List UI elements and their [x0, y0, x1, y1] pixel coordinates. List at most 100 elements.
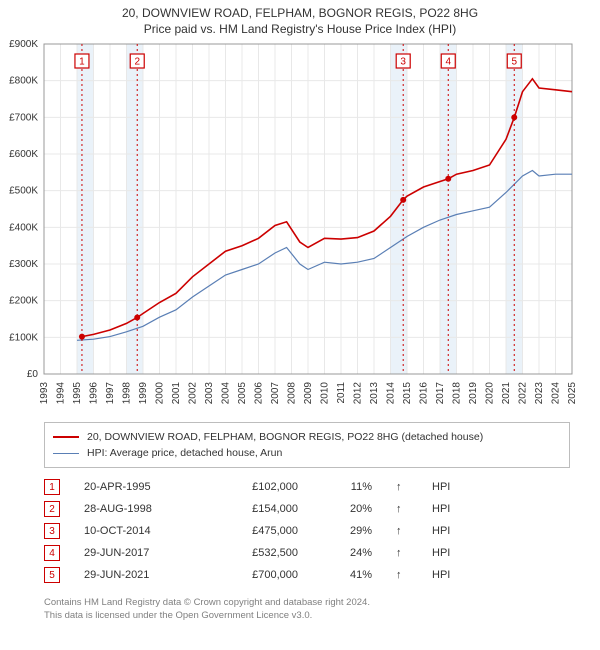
sale-marker-number: 3	[400, 57, 406, 68]
y-tick-label: £700K	[9, 112, 38, 123]
x-tick-label: 2006	[254, 382, 265, 405]
sale-point	[134, 315, 140, 321]
x-tick-label: 1993	[39, 382, 50, 405]
sale-marker-number: 1	[79, 57, 85, 68]
chart-title-subtitle: Price paid vs. HM Land Registry's House …	[0, 22, 600, 36]
sale-row-marker: 5	[44, 567, 60, 583]
arrow-up-icon: ↑	[396, 569, 408, 581]
sale-pct: 41%	[322, 569, 372, 581]
sale-date: 20-APR-1995	[84, 481, 194, 493]
x-tick-label: 2014	[386, 382, 397, 405]
legend-label: 20, DOWNVIEW ROAD, FELPHAM, BOGNOR REGIS…	[87, 429, 483, 445]
chart-area: £0£100K£200K£300K£400K£500K£600K£700K£80…	[0, 36, 600, 416]
sale-pct: 29%	[322, 525, 372, 537]
x-tick-label: 1994	[56, 382, 67, 405]
x-tick-label: 1996	[89, 382, 100, 405]
table-row: 120-APR-1995£102,00011%↑HPI	[44, 476, 570, 498]
sale-date: 28-AUG-1998	[84, 503, 194, 515]
x-tick-label: 2022	[518, 382, 529, 405]
sale-pct: 24%	[322, 547, 372, 559]
x-tick-label: 2013	[369, 382, 380, 405]
price-chart-svg: £0£100K£200K£300K£400K£500K£600K£700K£80…	[0, 36, 600, 416]
sale-price: £475,000	[218, 525, 298, 537]
chart-title-address: 20, DOWNVIEW ROAD, FELPHAM, BOGNOR REGIS…	[0, 6, 600, 20]
footer-line-1: Contains HM Land Registry data © Crown c…	[44, 596, 570, 609]
x-tick-label: 2002	[188, 382, 199, 405]
legend-swatch	[53, 436, 79, 438]
x-tick-label: 2007	[270, 382, 281, 405]
sale-row-marker: 4	[44, 545, 60, 561]
x-tick-label: 2004	[221, 382, 232, 405]
sale-hpi-label: HPI	[432, 481, 450, 493]
table-row: 3 10-OCT-2014 £475,000 29% ↑ HPI	[44, 520, 570, 542]
table-row: 2 28-AUG-1998 £154,000 20% ↑ HPI	[44, 498, 570, 520]
footer-line-2: This data is licensed under the Open Gov…	[44, 609, 570, 622]
y-tick-label: £900K	[9, 39, 38, 50]
y-tick-label: £500K	[9, 186, 38, 197]
arrow-up-icon: ↑	[396, 503, 408, 515]
arrow-up-icon: ↑	[396, 481, 408, 493]
x-tick-label: 2010	[320, 382, 331, 405]
x-tick-label: 1995	[72, 382, 83, 405]
legend-item: 20, DOWNVIEW ROAD, FELPHAM, BOGNOR REGIS…	[53, 429, 561, 445]
sale-pct: 20%	[322, 503, 372, 515]
chart-titles: 20, DOWNVIEW ROAD, FELPHAM, BOGNOR REGIS…	[0, 0, 600, 36]
x-tick-label: 2017	[435, 382, 446, 405]
y-tick-label: £800K	[9, 76, 38, 87]
x-tick-label: 2023	[534, 382, 545, 405]
x-tick-label: 2005	[237, 382, 248, 405]
y-tick-label: £600K	[9, 149, 38, 160]
x-tick-label: 2000	[155, 382, 166, 405]
sale-point	[400, 197, 406, 203]
x-tick-label: 2025	[567, 382, 578, 405]
x-tick-label: 2019	[468, 382, 479, 405]
x-tick-label: 2011	[336, 382, 347, 404]
y-tick-label: £400K	[9, 222, 38, 233]
sales-table: 120-APR-1995£102,00011%↑HPI228-AUG-1998£…	[44, 476, 570, 586]
x-tick-label: 2009	[303, 382, 314, 405]
sale-point	[511, 114, 517, 120]
x-tick-label: 2003	[204, 382, 215, 405]
x-tick-label: 2015	[402, 382, 413, 405]
sale-pct: 11%	[322, 481, 372, 493]
x-tick-label: 1999	[138, 382, 149, 405]
chart-legend: 20, DOWNVIEW ROAD, FELPHAM, BOGNOR REGIS…	[44, 422, 570, 468]
y-tick-label: £200K	[9, 296, 38, 307]
table-row: 429-JUN-2017£532,50024%↑HPI	[44, 542, 570, 564]
y-tick-label: £100K	[9, 332, 38, 343]
sale-date: 29-JUN-2017	[84, 547, 194, 559]
sale-row-marker: 3	[44, 523, 60, 539]
legend-item: HPI: Average price, detached house, Arun	[53, 445, 561, 461]
sale-marker-number: 4	[445, 57, 451, 68]
sale-price: £700,000	[218, 569, 298, 581]
sale-row-marker: 1	[44, 479, 60, 495]
sale-date: 10-OCT-2014	[84, 525, 194, 537]
x-tick-label: 2018	[452, 382, 463, 405]
x-tick-label: 1998	[122, 382, 133, 405]
y-tick-label: £0	[27, 369, 39, 380]
sale-row-marker: 2	[44, 501, 60, 517]
sale-hpi-label: HPI	[432, 547, 450, 559]
x-tick-label: 2021	[501, 382, 512, 405]
table-row: 5 29-JUN-2021 £700,000 41% ↑ HPI	[44, 564, 570, 586]
x-tick-label: 2024	[551, 382, 562, 405]
sale-marker-number: 5	[511, 57, 517, 68]
legend-swatch	[53, 453, 79, 454]
arrow-up-icon: ↑	[396, 547, 408, 559]
sale-point	[445, 176, 451, 182]
sale-date: 29-JUN-2021	[84, 569, 194, 581]
x-tick-label: 2012	[353, 382, 364, 405]
x-tick-label: 2001	[171, 382, 182, 405]
sale-marker-number: 2	[134, 57, 140, 68]
x-tick-label: 2008	[287, 382, 298, 405]
sale-point	[79, 334, 85, 340]
sale-hpi-label: HPI	[432, 569, 450, 581]
x-tick-label: 1997	[105, 382, 116, 405]
x-tick-label: 2016	[419, 382, 430, 405]
sale-hpi-label: HPI	[432, 525, 450, 537]
sale-price: £154,000	[218, 503, 298, 515]
legend-label: HPI: Average price, detached house, Arun	[87, 445, 282, 461]
arrow-up-icon: ↑	[396, 525, 408, 537]
sale-hpi-label: HPI	[432, 503, 450, 515]
x-tick-label: 2020	[485, 382, 496, 405]
